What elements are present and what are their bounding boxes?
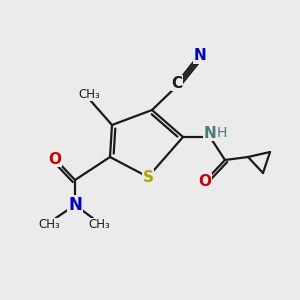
Text: N: N: [194, 49, 206, 64]
Text: O: O: [199, 173, 212, 188]
Text: C: C: [171, 76, 183, 91]
Text: S: S: [142, 169, 154, 184]
Text: CH₃: CH₃: [78, 88, 100, 100]
Text: CH₃: CH₃: [88, 218, 110, 232]
Text: N: N: [204, 125, 216, 140]
Text: H: H: [217, 126, 227, 140]
Text: CH₃: CH₃: [38, 218, 60, 232]
Text: O: O: [49, 152, 62, 166]
Text: N: N: [68, 196, 82, 214]
